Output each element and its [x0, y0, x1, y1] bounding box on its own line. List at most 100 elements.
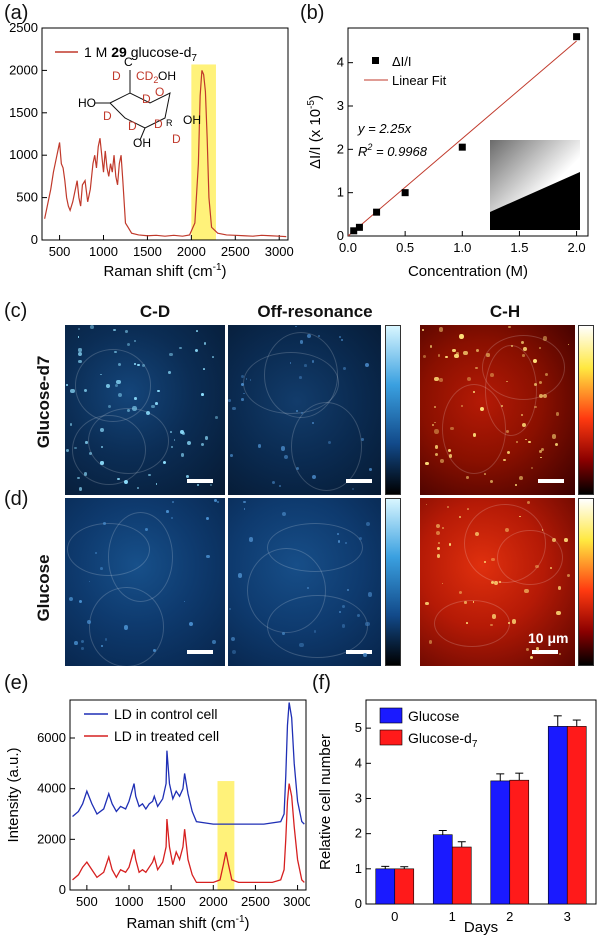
lipid-droplet-speckle [369, 468, 373, 472]
lipid-droplet-speckle [88, 580, 91, 583]
lipid-droplet-speckle [206, 516, 209, 520]
lipid-droplet-speckle [518, 515, 521, 518]
lipid-droplet-speckle [211, 640, 216, 645]
panel-label-c: (c) [4, 300, 28, 322]
lipid-droplet-speckle [127, 342, 131, 347]
lipid-droplet-speckle [434, 452, 439, 457]
lipid-droplet-speckle [78, 351, 83, 356]
structure-d-label: D [103, 109, 112, 123]
chart-a-axes-frame [41, 27, 289, 241]
lipid-droplet-speckle [490, 372, 494, 377]
colorbar-blue-row1 [385, 325, 401, 495]
lipid-droplet-speckle [458, 591, 462, 595]
chart-a-y-tick-label: 2000 [9, 62, 38, 77]
lipid-droplet-speckle [141, 363, 146, 368]
cell-outline [497, 530, 563, 586]
data-point [573, 33, 581, 41]
structure-oh-label: OH [183, 113, 201, 127]
lipid-droplet-speckle [118, 393, 122, 398]
lipid-droplet-speckle [90, 325, 95, 329]
lipid-droplet-speckle [564, 538, 568, 542]
row-title-glucose-d7: Glucose-d7 [34, 355, 53, 449]
chart-b-y-tick-label: 3 [337, 98, 344, 113]
lipid-droplet-speckle [153, 649, 157, 653]
lipid-droplet-speckle [108, 405, 112, 409]
structure-oh-label: OH [133, 136, 151, 150]
lipid-droplet-speckle [540, 456, 543, 459]
chart-a-x-tick-label: 3000 [265, 244, 294, 259]
legend-label: LD in treated cell [114, 728, 219, 744]
lipid-droplet-speckle [474, 531, 480, 537]
lipid-droplet-speckle [301, 412, 303, 414]
legend-label: Glucose [408, 708, 460, 724]
fit-line [347, 40, 577, 237]
lipid-droplet-speckle [448, 543, 452, 546]
lipid-droplet-speckle [306, 586, 309, 589]
lipid-droplet-speckle [566, 573, 571, 578]
legend-swatch [379, 707, 403, 724]
lipid-droplet-speckle [472, 432, 477, 437]
chart-e-x-tick-label: 3000 [283, 894, 310, 909]
lipid-droplet-speckle [232, 406, 236, 411]
lipid-droplet-speckle [338, 610, 341, 613]
lipid-droplet-speckle [367, 592, 373, 597]
lipid-droplet-speckle [179, 346, 182, 349]
chart-e-ld-spectra: 500 1000 1500 2000 2500 3000 0 2000 4000 6000 LD i… [5, 699, 310, 932]
lipid-droplet-speckle [213, 499, 217, 503]
panel-label-d: (d) [4, 488, 29, 510]
lipid-droplet-speckle [181, 432, 186, 436]
chart-b-y-tick-label: 2 [337, 141, 344, 156]
lipid-droplet-speckle [347, 588, 350, 592]
glucose-structure [95, 70, 171, 141]
lipid-droplet-speckle [484, 472, 486, 475]
chart-f-x-tick-label: 1 [449, 909, 456, 924]
lipid-droplet-speckle [123, 625, 128, 630]
lipid-droplet-speckle [300, 340, 304, 344]
legend-marker [372, 57, 379, 64]
lipid-droplet-speckle [525, 648, 530, 652]
lipid-droplet-speckle [467, 376, 472, 381]
lipid-droplet-speckle [172, 501, 174, 503]
lipid-droplet-speckle [77, 336, 80, 338]
image-glucose-off-resonance [228, 498, 381, 666]
lipid-droplet-speckle [125, 330, 128, 333]
lipid-droplet-speckle [278, 485, 281, 487]
lipid-droplet-speckle [113, 328, 116, 331]
chart-a-y-tick-label: 0 [31, 232, 38, 247]
lipid-droplet-speckle [66, 449, 70, 452]
scale-bar [538, 479, 564, 483]
chart-e-x-tick-label: 2000 [199, 894, 228, 909]
image-glucose-ch: 10 μm [420, 498, 575, 666]
lipid-droplet-speckle [342, 366, 346, 370]
chart-f-y-tick-label: 5 [355, 720, 362, 735]
lipid-droplet-speckle [189, 622, 194, 627]
colorbar-blue-row2 [385, 498, 401, 666]
data-point [355, 223, 363, 231]
scale-label: 10 μm [528, 630, 569, 646]
column-title-off-resonance: Off-resonance [257, 302, 373, 321]
lipid-droplet-speckle [444, 355, 448, 359]
lipid-droplet-speckle [341, 605, 346, 609]
lipid-droplet-speckle [148, 473, 151, 477]
chart-e-y-tick-label: 0 [59, 882, 66, 897]
legend-label: LD in control cell [114, 706, 218, 722]
chart-e-y-tick-label: 6000 [37, 730, 66, 745]
lipid-droplet-speckle [434, 421, 436, 424]
lipid-droplet-speckle [133, 363, 136, 366]
lipid-droplet-speckle [501, 404, 504, 408]
lipid-droplet-speckle [542, 394, 547, 399]
lipid-droplet-speckle [203, 342, 207, 346]
y-axis-label: Relative cell number [317, 734, 334, 870]
x-axis-label: Raman shift (cm-1) [126, 914, 249, 932]
bar-0 [490, 780, 511, 905]
lipid-droplet-speckle [304, 364, 307, 367]
lipid-droplet-speckle [295, 466, 300, 471]
chart-e-axes-frame [69, 699, 307, 891]
lipid-droplet-speckle [357, 613, 361, 617]
lipid-droplet-speckle [84, 388, 88, 393]
chart-e-x-tick-label: 2500 [241, 894, 270, 909]
legend-label: 1 M 29 glucose-d7 [84, 44, 197, 64]
lipid-droplet-speckle [186, 441, 191, 446]
lipid-droplet-speckle [508, 325, 511, 329]
lipid-droplet-speckle [436, 523, 441, 528]
